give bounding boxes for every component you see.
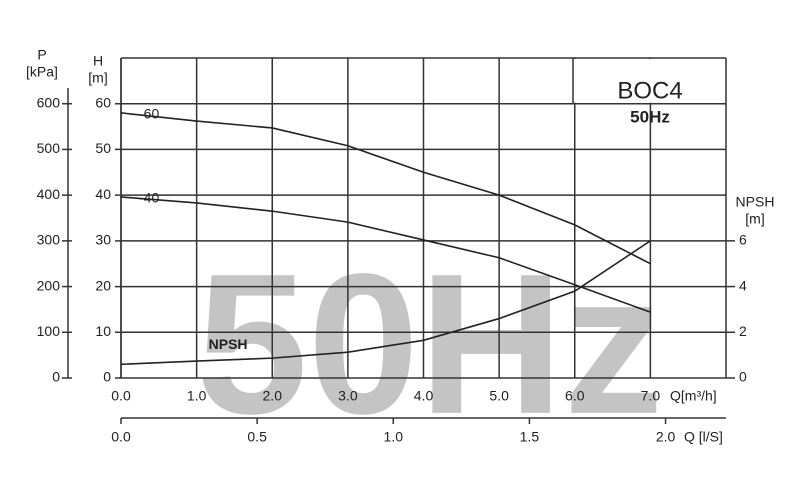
x-tick-label: 3.0 (338, 388, 358, 404)
y2-axis-title: NPSH (736, 194, 775, 210)
curve-label: -60 (139, 106, 159, 122)
y2-tick-label: 4 (739, 277, 747, 293)
x2-tick-label: 1.0 (384, 429, 404, 445)
p-tick-label: 0 (52, 369, 60, 385)
y2-tick-label: 2 (739, 323, 747, 339)
y-tick-label: 40 (95, 186, 111, 202)
p-tick-label: 400 (37, 186, 61, 202)
y-tick-label: 0 (103, 369, 111, 385)
curve (120, 112, 651, 265)
p-axis-title: [kPa] (26, 64, 58, 80)
x2-tick-label: 0.5 (247, 429, 267, 445)
y2-tick-label: 0 (739, 369, 747, 385)
p-tick-label: 100 (37, 323, 61, 339)
watermark: 50Hz (197, 233, 664, 456)
subtitle: 50Hz (630, 107, 670, 126)
x-tick-label: 6.0 (565, 388, 585, 404)
p-axis-title: P (37, 47, 46, 63)
y2-axis-title: [m] (745, 211, 764, 227)
y-tick-label: 60 (95, 94, 111, 110)
x-tick-label: 1.0 (187, 388, 207, 404)
title: BOC4 (617, 77, 682, 104)
x-tick-label: 0.0 (111, 388, 131, 404)
curve (120, 240, 651, 366)
curve-label: -40 (139, 190, 159, 206)
p-tick-label: 200 (37, 277, 61, 293)
x-tick-label: 2.0 (263, 388, 283, 404)
x-tick-label: 7.0 (641, 388, 661, 404)
x2-tick-label: 2.0 (656, 429, 676, 445)
y-axis-title: [m] (88, 70, 107, 86)
x-axis-title: Q[m³/h] (670, 388, 717, 404)
y-axis-title: H (93, 53, 103, 69)
x2-tick-label: 1.5 (520, 429, 540, 445)
y-tick-label: 50 (95, 140, 111, 156)
p-tick-label: 500 (37, 140, 61, 156)
y2-tick-label: 6 (739, 232, 747, 248)
y-tick-label: 10 (95, 323, 111, 339)
x-tick-label: 4.0 (414, 388, 434, 404)
p-tick-label: 600 (37, 94, 61, 110)
p-tick-label: 300 (37, 232, 61, 248)
curve-label: NPSH (209, 336, 248, 352)
title-box (574, 59, 725, 103)
x2-tick-label: 0.0 (111, 429, 131, 445)
curve (120, 196, 651, 313)
x2-axis-title: Q [l/S] (684, 429, 723, 445)
y-tick-label: 20 (95, 277, 111, 293)
y-tick-label: 30 (95, 232, 111, 248)
x-tick-label: 5.0 (489, 388, 509, 404)
